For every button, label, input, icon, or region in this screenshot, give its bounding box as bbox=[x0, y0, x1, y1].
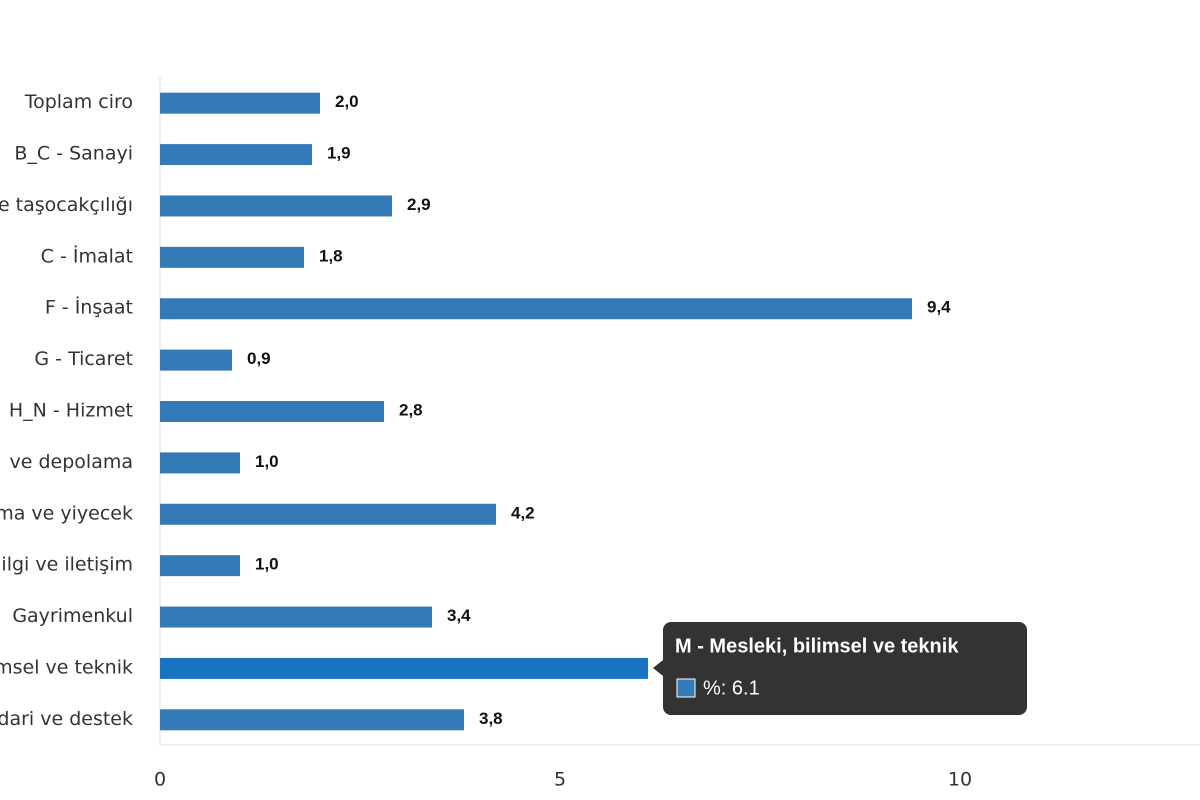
bar bbox=[160, 709, 464, 731]
value-label: 0,9 bbox=[247, 349, 271, 368]
bar bbox=[160, 298, 912, 320]
y-tick-label: H_N - Hizmet bbox=[9, 400, 133, 422]
value-label: 4,2 bbox=[511, 503, 535, 522]
y-tick-label: dari ve destek bbox=[0, 708, 133, 730]
y-tick-label: e taşocakçılığı bbox=[0, 194, 133, 216]
value-label: 2,8 bbox=[399, 400, 423, 419]
bar bbox=[160, 349, 232, 371]
value-label: 1,0 bbox=[255, 452, 279, 471]
value-label: 3,4 bbox=[447, 606, 471, 625]
y-tick-label: B_C - Sanayi bbox=[14, 143, 133, 165]
x-tick-label: 10 bbox=[948, 769, 972, 791]
y-tick-label: M - Mesleki, bilimsel ve teknik bbox=[0, 656, 133, 678]
tooltip: M - Mesleki, bilimsel ve teknik %: 6.1 bbox=[653, 622, 1027, 715]
bar bbox=[160, 606, 432, 628]
y-tick-label: Toplam ciro bbox=[24, 91, 133, 113]
bar bbox=[160, 503, 496, 525]
y-tick-label: F - İnşaat bbox=[45, 296, 133, 319]
value-label: 1,0 bbox=[255, 555, 279, 574]
value-label: 3,8 bbox=[479, 709, 503, 728]
y-tick-label: G - Ticaret bbox=[34, 348, 133, 370]
bar bbox=[160, 144, 312, 166]
tooltip-box bbox=[653, 622, 1027, 715]
bar bbox=[160, 92, 320, 114]
tooltip-swatch bbox=[676, 678, 696, 698]
tooltip-title: M - Mesleki, bilimsel ve teknik bbox=[675, 635, 959, 657]
bar bbox=[160, 452, 240, 474]
bar bbox=[160, 195, 392, 217]
bar bbox=[160, 246, 304, 268]
bar bbox=[160, 657, 648, 679]
x-tick-label: 0 bbox=[154, 769, 166, 791]
bar bbox=[160, 555, 240, 577]
y-tick-label: Gayrimenkul bbox=[12, 605, 133, 627]
y-tick-label: ilgi ve iletişim bbox=[1, 554, 133, 576]
value-label: 2,9 bbox=[407, 195, 431, 214]
y-tick-label: C - İmalat bbox=[41, 244, 133, 267]
y-tick-label: ve depolama bbox=[10, 451, 133, 473]
value-label: 1,8 bbox=[319, 246, 343, 265]
value-label: 2,0 bbox=[335, 92, 359, 111]
y-tick-label: ma ve yiyecek bbox=[0, 502, 133, 524]
x-tick-label: 5 bbox=[554, 769, 566, 791]
tooltip-text: %: 6.1 bbox=[703, 677, 760, 699]
value-label: 1,9 bbox=[327, 144, 351, 163]
bar bbox=[160, 401, 384, 422]
value-label: 9,4 bbox=[927, 298, 951, 317]
